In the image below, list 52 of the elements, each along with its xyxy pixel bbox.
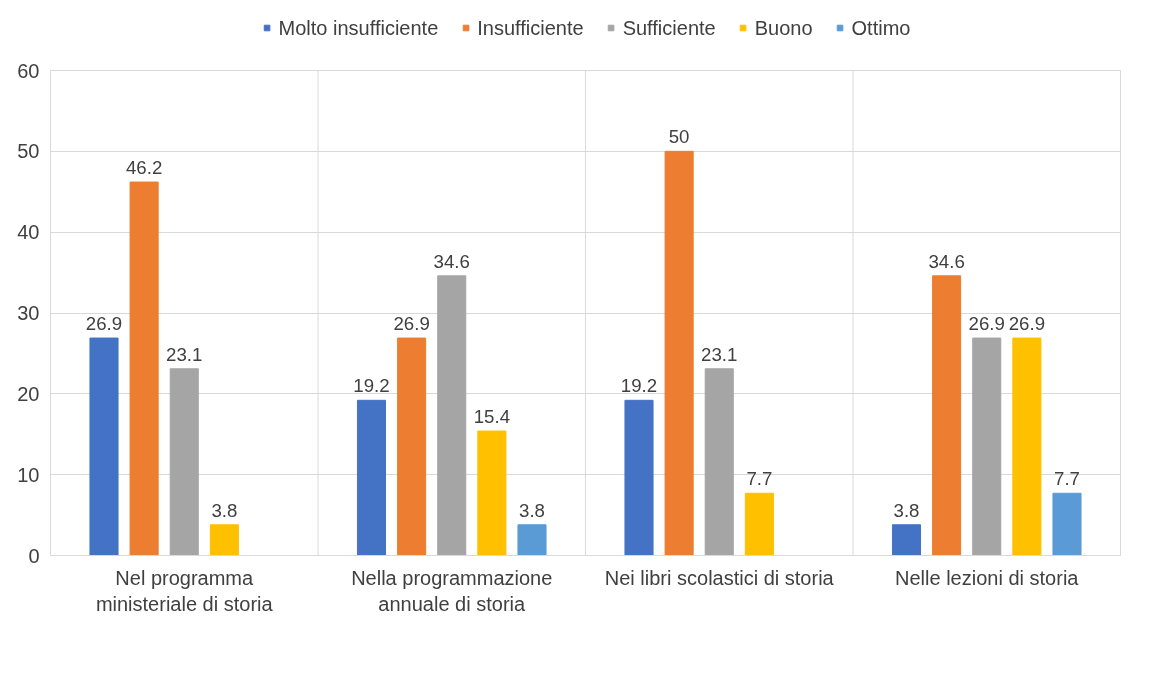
x-tick-label: Nelle lezioni di storia [895,566,1080,589]
bar [397,337,427,556]
bar [891,524,922,556]
bar [744,492,774,556]
legend-label: Molto insufficiente [278,16,439,39]
y-tick-label: 40 [17,221,40,244]
data-label: 50 [668,126,690,148]
data-label: 26.9 [968,313,1005,335]
y-tick-label: 30 [17,302,40,324]
data-label: 7.7 [1054,468,1080,490]
y-tick-label: 60 [17,59,40,82]
bar [169,368,199,556]
x-tick-label: Nel programma ministeriale di storia [95,566,274,615]
legend-label: Buono [754,16,813,39]
bar [129,181,159,556]
data-label: 23.1 [166,343,203,365]
y-tick-label: 50 [17,140,40,163]
data-label: 26.9 [393,313,430,335]
data-label: 23.1 [701,343,738,365]
data-label: 3.8 [519,499,545,521]
bar [704,368,734,556]
legend-label: Ottimo [851,16,911,39]
bar [209,524,239,556]
bar [517,524,547,556]
data-label: 3.8 [893,499,920,521]
y-tick-label: 0 [28,544,40,567]
legend-label: Sufficiente [622,16,716,39]
data-label: 46.2 [125,157,163,179]
bar [932,275,962,556]
x-tick-label: Nei libri scolastici di storia [604,566,835,589]
data-label: 26.9 [85,313,123,335]
data-label: 34.6 [928,250,965,272]
data-label: 19.2 [620,375,658,397]
data-label: 34.6 [433,250,470,272]
data-label: 19.2 [353,375,390,397]
bar [477,430,507,556]
data-label: 15.4 [473,406,511,428]
y-tick-label: 10 [17,463,40,486]
y-tick-label: 20 [17,382,40,405]
bar [89,337,119,556]
x-tick-label: Nella programmazione annuale di storia [351,566,553,615]
data-label: 3.8 [211,499,238,521]
bar [437,275,467,556]
legend-label: Insufficiente [477,16,584,39]
bar [624,399,654,556]
bar [356,399,387,556]
data-label: 7.7 [746,468,773,490]
bar [1012,337,1042,556]
bar [1052,492,1082,556]
data-label: 26.9 [1008,313,1046,335]
bar [972,337,1002,556]
bar [664,150,694,556]
